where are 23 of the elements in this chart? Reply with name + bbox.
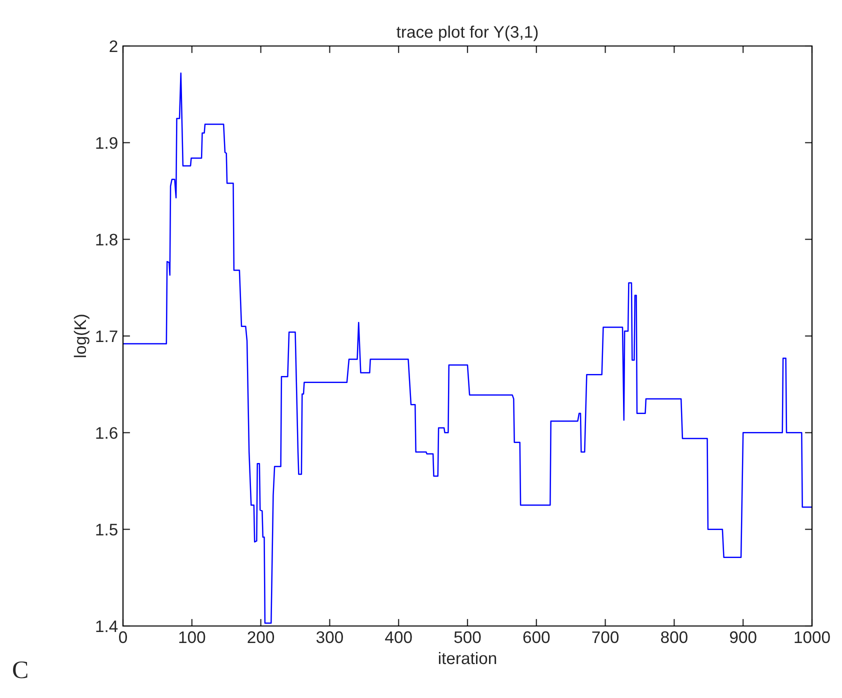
line-series	[123, 72, 812, 624]
y-tick-label: 1.4	[96, 620, 118, 632]
x-tick-label: 900	[730, 631, 756, 644]
y-tick-label: 1.6	[96, 427, 118, 439]
y-tick-label: 2	[110, 40, 118, 52]
x-tick-label: 200	[248, 631, 274, 644]
x-axis-title: iteration	[438, 652, 496, 664]
x-tick-label: 800	[661, 631, 688, 644]
x-tick-label: 400	[385, 631, 412, 644]
x-tick-label: 0	[119, 631, 127, 644]
y-tick-label: 1.8	[96, 234, 118, 246]
x-tick-label: 100	[179, 631, 206, 644]
chart-title: trace plot for Y(3,1)	[396, 26, 538, 42]
y-axis-title: log(K)	[74, 314, 90, 358]
x-tick-label: 600	[523, 631, 550, 644]
x-tick-label: 500	[454, 631, 481, 644]
y-tick-label: 1.9	[96, 137, 118, 149]
x-tick-label: 1000	[794, 631, 830, 644]
x-tick-label: 300	[316, 631, 343, 644]
y-tick-label: 1.7	[96, 330, 118, 342]
x-tick-label: 700	[592, 631, 619, 644]
y-tick-label: 1.5	[96, 524, 118, 536]
text: C	[13, 661, 28, 678]
